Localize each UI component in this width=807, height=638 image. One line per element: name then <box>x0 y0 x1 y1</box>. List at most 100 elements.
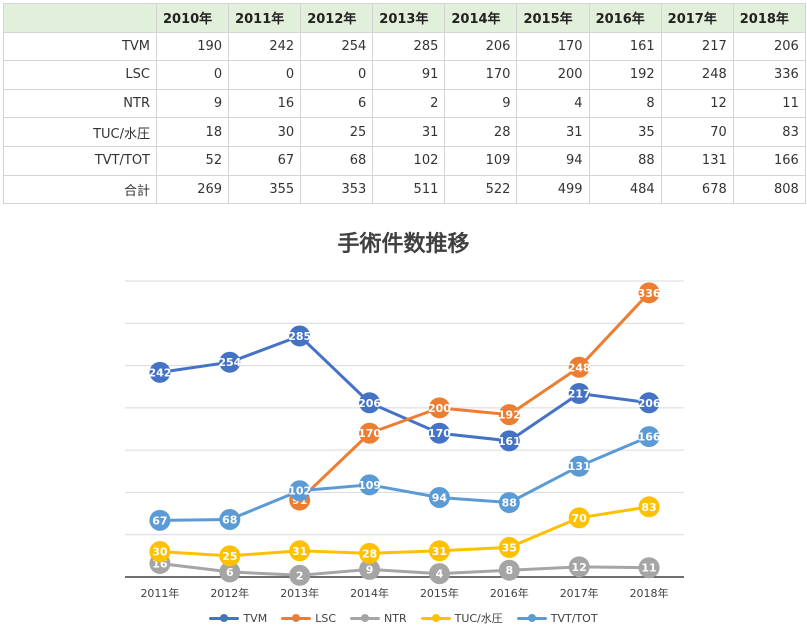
data-point <box>638 426 660 448</box>
series-line <box>159 334 650 443</box>
data-point <box>428 397 450 419</box>
table-cell: 170 <box>444 60 518 90</box>
x-tick-label: 2016年 <box>490 586 529 600</box>
legend-item: TVM <box>209 610 267 626</box>
data-point <box>289 325 311 347</box>
data-point <box>359 474 381 496</box>
data-point <box>289 540 311 562</box>
table-cell: 12 <box>660 88 734 119</box>
data-label: 9 <box>366 563 374 576</box>
table-cell: 52 <box>155 145 230 176</box>
chart-legend: TVM LSC NTR TUC/水圧 TVT/TOT <box>0 610 807 626</box>
data-label: 4 <box>436 568 444 581</box>
data-point <box>498 536 520 558</box>
table-cell: 25 <box>300 117 374 147</box>
table-cell: 285 <box>372 31 446 62</box>
table-cell: 8 <box>588 88 662 119</box>
table-cell: 192 <box>588 60 662 90</box>
table-row: TUC/水圧 18 30 25 31 28 31 35 70 83 <box>3 117 806 147</box>
data-label: 206 <box>358 397 381 410</box>
legend-label: LSC <box>315 611 336 625</box>
legend-swatch <box>209 612 240 624</box>
data-point <box>568 556 590 578</box>
table-cell: 31 <box>516 117 590 147</box>
data-label: 200 <box>428 402 451 415</box>
data-label: 254 <box>218 356 241 369</box>
table-cell: 2 <box>372 88 446 119</box>
table-cell: 9 <box>155 88 230 119</box>
data-point <box>568 356 590 378</box>
table-cell: 83 <box>732 117 806 147</box>
x-tick-label: 2012年 <box>210 586 249 600</box>
table-cell: 254 <box>300 31 374 62</box>
data-point <box>359 392 381 414</box>
legend-item: TUC/水圧 <box>420 610 503 626</box>
data-label: 70 <box>572 512 588 525</box>
table-cell: 200 <box>516 60 590 90</box>
data-label: 161 <box>498 435 521 448</box>
table-cell: 170 <box>516 31 590 62</box>
legend-item: NTR <box>350 610 407 626</box>
data-label: 88 <box>502 497 517 510</box>
row-label: NTR <box>3 88 157 119</box>
year-header: 2015年 <box>516 3 590 33</box>
table-cell: 242 <box>228 31 302 62</box>
table-cell: 4 <box>516 88 590 119</box>
table-cell: 511 <box>372 174 446 205</box>
table-cell: 484 <box>588 174 662 205</box>
year-header: 2017年 <box>660 3 734 33</box>
row-label: 合計 <box>3 174 157 205</box>
series-line <box>159 561 650 577</box>
data-point <box>428 540 450 562</box>
data-point <box>498 559 520 581</box>
legend-item: LSC <box>281 610 336 626</box>
data-point <box>219 561 241 583</box>
table-cell: 353 <box>300 174 374 205</box>
table-cell: 28 <box>444 117 518 147</box>
legend-label: TVM <box>243 611 268 625</box>
data-point <box>428 487 450 509</box>
data-label: 68 <box>222 513 237 526</box>
series-line <box>298 291 651 502</box>
data-label: 67 <box>152 514 167 527</box>
data-label: 31 <box>432 545 447 558</box>
x-tick-label: 2011年 <box>140 586 179 600</box>
table-corner-cell <box>3 3 157 33</box>
table-body: TVM 190 242 254 285 206 170 161 217 206 LSC 0 0 0 91 17… <box>3 31 806 205</box>
table-cell: 18 <box>155 117 230 147</box>
row-label: LSC <box>3 60 157 90</box>
data-label: 166 <box>638 431 661 444</box>
legend-label: TVT/TOT <box>550 611 598 625</box>
data-label: 206 <box>638 397 661 410</box>
data-point <box>498 404 520 426</box>
table-row: LSC 0 0 0 91 170 200 192 248 336 <box>3 60 806 90</box>
table-cell: 0 <box>228 60 302 90</box>
data-point <box>638 496 660 518</box>
x-tick-label: 2015年 <box>420 586 459 600</box>
table-cell: 522 <box>444 174 518 205</box>
data-label: 83 <box>641 501 656 514</box>
year-header: 2014年 <box>444 3 518 33</box>
data-table: 2010年 2011年 2012年 2013年 2014年 2015年 2016… <box>3 3 806 205</box>
table-cell: 206 <box>444 31 518 62</box>
data-point <box>638 557 660 579</box>
table-cell: 0 <box>155 60 230 90</box>
legend-swatch <box>420 612 451 624</box>
table-cell: 161 <box>588 31 662 62</box>
data-label: 12 <box>572 561 587 574</box>
table-row: NTR 9 16 6 2 9 4 8 12 11 <box>3 88 806 119</box>
data-point <box>149 541 171 563</box>
legend-item: TVT/TOT <box>516 610 598 626</box>
table-cell: 109 <box>444 145 518 176</box>
table-cell: 9 <box>444 88 518 119</box>
table-cell: 499 <box>516 174 590 205</box>
data-label: 217 <box>568 387 591 400</box>
data-label: 170 <box>358 427 381 440</box>
table-cell: 678 <box>660 174 734 205</box>
table-cell: 88 <box>588 145 662 176</box>
x-tick-label: 2014年 <box>350 586 389 600</box>
row-label: TVT/TOT <box>3 145 157 176</box>
table-header-row: 2010年 2011年 2012年 2013年 2014年 2015年 2016… <box>3 3 806 33</box>
data-point <box>149 509 171 531</box>
